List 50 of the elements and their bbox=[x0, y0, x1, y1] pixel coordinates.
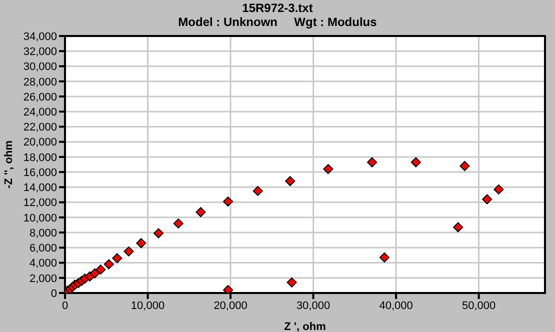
point bbox=[136, 238, 146, 248]
y-tick-label: 0 bbox=[50, 288, 57, 300]
y-tick-label: 32,000 bbox=[23, 46, 57, 58]
y-tick-label: 20,000 bbox=[23, 136, 57, 149]
point bbox=[410, 157, 421, 168]
point bbox=[223, 196, 234, 207]
y-tick-label: 8,000 bbox=[29, 227, 57, 240]
y-tick-label: 18,000 bbox=[23, 152, 57, 164]
x-tick-label: 0 bbox=[62, 300, 68, 312]
point bbox=[252, 186, 263, 196]
y-tick-label: 4,000 bbox=[29, 258, 57, 270]
y-tick-label: 34,000 bbox=[23, 30, 57, 43]
y-tick-label: 24,000 bbox=[23, 106, 57, 118]
chart-title: 15R972-3.txt bbox=[241, 1, 314, 15]
point bbox=[124, 246, 134, 256]
y-tick-label: 6,000 bbox=[29, 242, 57, 255]
point bbox=[494, 184, 504, 194]
y-axis-title: -Z '', ohm bbox=[2, 140, 15, 189]
x-tick-label: 30,000 bbox=[296, 300, 330, 312]
y-tick-label: 26,000 bbox=[23, 91, 57, 104]
point bbox=[196, 207, 206, 218]
point bbox=[379, 252, 390, 262]
y-tick-label: 22,000 bbox=[23, 122, 57, 134]
x-tick-label: 40,000 bbox=[379, 300, 413, 312]
y-tick-label: 2,000 bbox=[29, 272, 57, 285]
point bbox=[286, 277, 297, 288]
x-axis-title: Z ', ohm bbox=[284, 321, 326, 332]
y-tick-label: 30,000 bbox=[23, 61, 57, 74]
point bbox=[173, 218, 184, 228]
chart-subtitle: Model : Unknown Wgt : Modulus bbox=[177, 15, 378, 29]
point bbox=[482, 194, 492, 204]
point bbox=[96, 264, 106, 275]
point bbox=[453, 222, 464, 232]
point bbox=[90, 268, 100, 278]
y-tick-label: 14,000 bbox=[23, 182, 57, 194]
point bbox=[104, 259, 114, 270]
y-tick-label: 10,000 bbox=[23, 212, 57, 224]
point bbox=[367, 157, 378, 168]
point bbox=[223, 284, 234, 293]
point bbox=[112, 253, 122, 264]
x-tick-label: 10,000 bbox=[130, 300, 165, 312]
x-tick-label: 50,000 bbox=[462, 300, 496, 312]
point bbox=[154, 228, 164, 238]
y-tick-label: 12,000 bbox=[23, 197, 57, 210]
y-tick-label: 16,000 bbox=[23, 166, 57, 179]
point bbox=[323, 164, 334, 174]
point bbox=[285, 176, 296, 186]
x-tick-label: 20,000 bbox=[214, 300, 248, 312]
point bbox=[460, 161, 470, 172]
y-tick-label: 28,000 bbox=[23, 76, 57, 88]
